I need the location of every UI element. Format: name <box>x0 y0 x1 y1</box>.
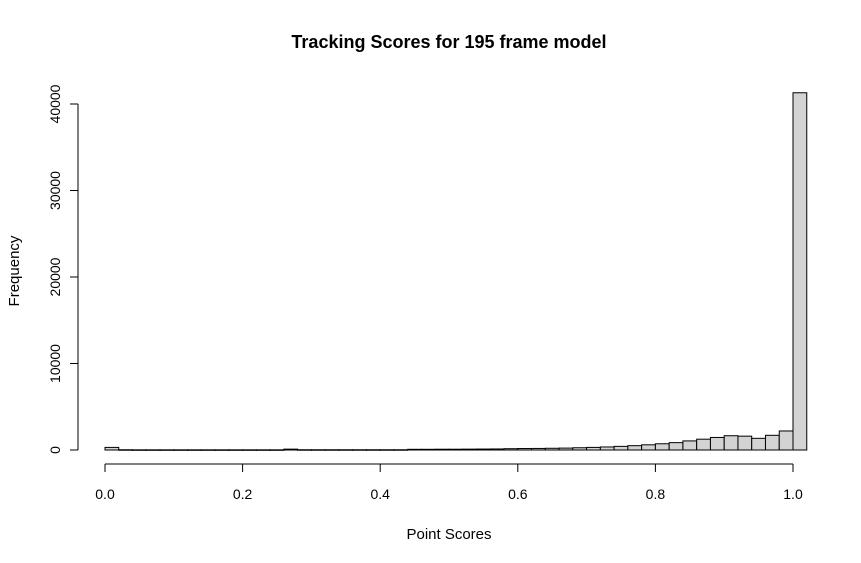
x-tick-label: 0.4 <box>370 486 390 502</box>
x-axis: 0.0 0.2 0.4 0.6 0.8 1.0 <box>95 463 803 502</box>
chart-title: Tracking Scores for 195 frame model <box>291 32 606 52</box>
histogram-bar <box>627 445 643 451</box>
histogram-bar <box>242 449 257 451</box>
y-tick-label: 20000 <box>47 257 63 296</box>
histogram-bar <box>132 449 147 451</box>
histogram-bar <box>503 448 519 451</box>
histogram-bar <box>489 448 505 451</box>
histogram-bar <box>682 440 698 451</box>
x-tick-label: 0.0 <box>95 486 115 502</box>
y-axis-label: Frequency <box>6 235 23 306</box>
histogram-bar <box>517 448 533 451</box>
y-tick-label: 30000 <box>47 171 63 210</box>
x-tick-label: 0.8 <box>646 486 666 502</box>
histogram-bar <box>434 448 450 451</box>
histogram-bar <box>283 448 299 451</box>
histogram-bar <box>104 446 120 451</box>
histogram-bar <box>159 449 175 451</box>
histogram-bar <box>696 438 711 451</box>
histogram-bar <box>379 449 395 451</box>
histogram-bar <box>586 446 601 451</box>
y-axis: 0 10000 20000 30000 40000 <box>47 84 79 454</box>
histogram-bar <box>310 449 326 451</box>
histogram-bar <box>723 435 739 451</box>
histogram-bar <box>599 446 615 451</box>
histogram-bar <box>641 444 656 451</box>
y-tick-label: 0 <box>47 446 63 454</box>
histogram-bar <box>792 92 808 451</box>
histogram-bar <box>324 449 340 451</box>
x-tick-label: 0.6 <box>508 486 528 502</box>
histogram-bar <box>751 437 766 451</box>
histogram-bar <box>255 449 271 451</box>
histogram-bar <box>544 447 560 451</box>
x-tick-label: 0.2 <box>233 486 253 502</box>
histogram-bar <box>269 449 285 451</box>
histogram-bar <box>352 449 367 451</box>
histogram-bar <box>173 449 189 451</box>
histogram-bar <box>448 448 464 451</box>
histogram-bar <box>407 448 422 451</box>
histogram-bar <box>476 448 491 451</box>
histogram-bar <box>393 449 409 451</box>
histogram-bar <box>668 442 684 451</box>
y-tick-label: 10000 <box>47 344 63 383</box>
x-axis-label: Point Scores <box>406 526 491 543</box>
histogram-bar <box>145 449 161 451</box>
x-tick-label: 1.0 <box>783 486 803 502</box>
histogram-bar <box>572 447 588 451</box>
histogram-bar <box>187 449 202 451</box>
histogram-bar <box>654 443 670 451</box>
histogram-bar <box>764 434 780 451</box>
histogram-bar <box>531 447 546 451</box>
histogram-bar <box>297 449 312 451</box>
histogram-bar <box>709 436 725 451</box>
histogram-bar <box>778 430 794 451</box>
histogram-bar <box>214 449 230 451</box>
histogram-bar <box>338 449 354 451</box>
histogram-bar <box>462 448 478 451</box>
histogram-bar <box>118 449 134 451</box>
histogram-bar <box>200 449 216 451</box>
histogram-bar <box>365 449 381 451</box>
histogram-bar <box>558 447 574 451</box>
histogram-bar <box>613 445 629 451</box>
histogram-bar <box>420 448 436 451</box>
histogram-bar <box>737 435 753 451</box>
y-tick-label: 40000 <box>47 84 63 123</box>
bars-group <box>104 92 808 451</box>
histogram-bar <box>228 449 244 451</box>
